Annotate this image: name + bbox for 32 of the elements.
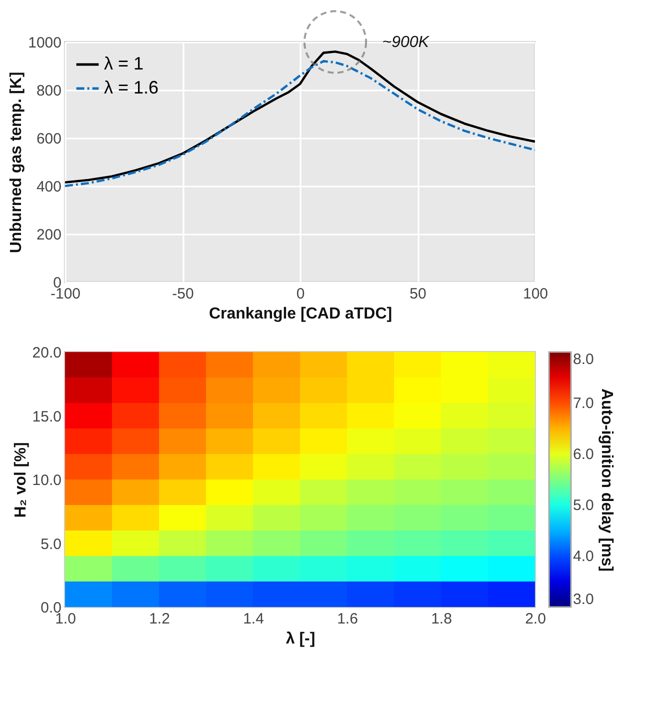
y-tick-label: 200 <box>36 226 62 244</box>
x-tick-label: 100 <box>522 286 548 302</box>
x-axis-title: λ [-] <box>286 630 316 648</box>
x-tick-label: -50 <box>172 286 194 302</box>
color-bar-label: 8.0 <box>573 351 594 368</box>
color-bar-label: 5.0 <box>573 497 594 514</box>
x-tick-label: 0 <box>296 286 305 302</box>
x-tick-label: 1.2 <box>149 610 170 628</box>
x-tick-label: 1.6 <box>337 610 358 628</box>
y-tick-label: 400 <box>36 178 62 196</box>
y-axis-title: H₂ vol [%] <box>12 442 30 518</box>
x-tick-label: 2.0 <box>525 610 546 628</box>
y-tick-label: 15.0 <box>32 408 62 426</box>
legend-label: λ = 1.6 <box>104 78 159 98</box>
color-bar-label: 4.0 <box>573 548 594 565</box>
y-tick-label: 10.0 <box>32 472 62 489</box>
color-bar-label: 3.0 <box>573 591 594 608</box>
x-tick-label: 1.8 <box>431 610 452 628</box>
y-tick-label: 600 <box>36 130 62 148</box>
y-tick-label: 20.0 <box>32 344 62 362</box>
color-bar-label: 6.0 <box>573 446 594 463</box>
color-bar-label: 7.0 <box>573 395 594 412</box>
x-tick-label: 1.4 <box>243 610 264 628</box>
y-axis-title: Unburned gas temp. [K] <box>8 72 26 254</box>
y-tick-label: 800 <box>36 82 62 100</box>
x-axis-title: Crankangle [CAD aTDC] <box>208 306 392 322</box>
x-tick-label: 50 <box>410 286 426 302</box>
y-tick-label: 1000 <box>28 34 62 52</box>
annotation: ~900K <box>382 34 430 51</box>
legend-label: λ = 1 <box>104 54 144 74</box>
y-tick-label: 5.0 <box>40 536 62 553</box>
color-bar-title: Auto-ignition delay [ms] <box>598 388 615 572</box>
